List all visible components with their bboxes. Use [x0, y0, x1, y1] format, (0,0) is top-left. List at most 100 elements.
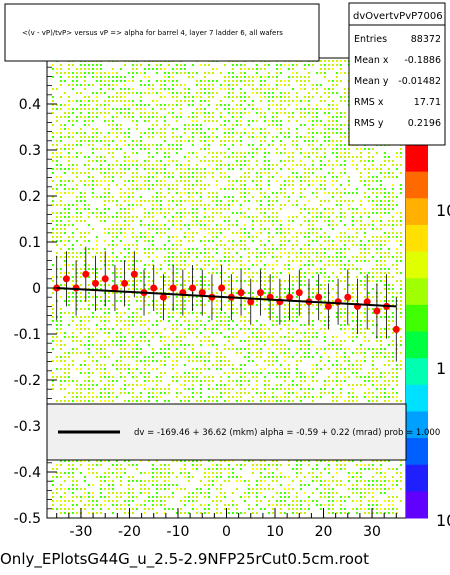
histogram-cell [279, 152, 282, 154]
histogram-cell [71, 124, 74, 126]
histogram-cell [111, 292, 114, 294]
histogram-cell [263, 284, 266, 286]
histogram-cell [315, 352, 318, 354]
histogram-cell [123, 100, 126, 102]
histogram-cell [363, 392, 366, 394]
histogram-cell [231, 204, 234, 206]
histogram-cell [119, 100, 122, 102]
histogram-cell [271, 88, 274, 90]
histogram-cell [371, 380, 374, 382]
histogram-cell [55, 336, 58, 338]
histogram-cell [383, 240, 386, 242]
histogram-cell [231, 348, 234, 350]
histogram-cell [355, 348, 358, 350]
histogram-cell [223, 132, 226, 134]
histogram-cell [59, 236, 62, 238]
histogram-cell [275, 368, 278, 370]
histogram-cell [347, 264, 350, 266]
histogram-cell [119, 268, 122, 270]
histogram-cell [115, 360, 118, 362]
histogram-cell [275, 212, 278, 214]
histogram-cell [127, 400, 130, 402]
histogram-cell [359, 272, 362, 274]
histogram-cell [127, 228, 130, 230]
histogram-cell [295, 128, 298, 130]
histogram-cell [195, 116, 198, 118]
histogram-cell [119, 328, 122, 330]
histogram-cell [203, 280, 206, 282]
histogram-cell [239, 320, 242, 322]
histogram-cell [127, 352, 130, 354]
histogram-cell [103, 100, 106, 102]
histogram-cell [311, 396, 314, 398]
histogram-cell [335, 396, 338, 398]
histogram-cell [339, 356, 342, 358]
histogram-cell [391, 292, 394, 294]
histogram-cell [255, 296, 258, 298]
histogram-cell [307, 92, 310, 94]
histogram-cell [375, 384, 378, 386]
histogram-cell [339, 144, 342, 146]
histogram-cell [327, 140, 330, 142]
histogram-cell [59, 360, 62, 362]
histogram-cell [223, 108, 226, 110]
histogram-cell [143, 148, 146, 150]
histogram-cell [123, 116, 126, 118]
histogram-cell [335, 104, 338, 106]
histogram-cell [247, 292, 250, 294]
histogram-cell [239, 260, 242, 262]
histogram-cell [231, 100, 234, 102]
histogram-cell [199, 224, 202, 226]
histogram-cell [99, 368, 102, 370]
histogram-cell [271, 340, 274, 342]
histogram-cell [283, 80, 286, 82]
histogram-cell [299, 84, 302, 86]
histogram-cell [367, 156, 370, 158]
histogram-cell [115, 128, 118, 130]
histogram-cell [67, 364, 70, 366]
histogram-cell [183, 372, 186, 374]
histogram-cell [279, 288, 282, 290]
histogram-cell [175, 160, 178, 162]
histogram-cell [87, 268, 90, 270]
histogram-cell [243, 100, 246, 102]
histogram-cell [79, 68, 82, 70]
histogram-cell [195, 224, 198, 226]
histogram-cell [231, 372, 234, 374]
histogram-cell [335, 252, 338, 254]
histogram-cell [147, 312, 150, 314]
histogram-cell [347, 152, 350, 154]
histogram-cell [327, 260, 330, 262]
histogram-cell [151, 116, 154, 118]
histogram-cell [111, 180, 114, 182]
histogram-cell [103, 356, 106, 358]
histogram-cell [207, 80, 210, 82]
histogram-cell [55, 340, 58, 342]
histogram-cell [99, 196, 102, 198]
histogram-cell [187, 92, 190, 94]
histogram-cell [211, 328, 214, 330]
histogram-cell [99, 220, 102, 222]
histogram-cell [95, 180, 98, 182]
histogram-cell [339, 232, 342, 234]
histogram-cell [283, 312, 286, 314]
histogram-cell [319, 100, 322, 102]
histogram-cell [331, 144, 334, 146]
histogram-cell [211, 300, 214, 302]
histogram-cell [367, 320, 370, 322]
histogram-cell [71, 224, 74, 226]
histogram-cell [103, 248, 106, 250]
histogram-cell [55, 104, 58, 106]
histogram-cell [55, 88, 58, 90]
histogram-cell [95, 328, 98, 330]
histogram-cell [347, 260, 350, 262]
histogram-cell [271, 204, 274, 206]
histogram-cell [115, 184, 118, 186]
histogram-cell [67, 368, 70, 370]
histogram-cell [339, 312, 342, 314]
histogram-cell [63, 388, 66, 390]
histogram-cell [219, 360, 222, 362]
histogram-cell [223, 280, 226, 282]
histogram-cell [363, 160, 366, 162]
histogram-cell [103, 168, 106, 170]
